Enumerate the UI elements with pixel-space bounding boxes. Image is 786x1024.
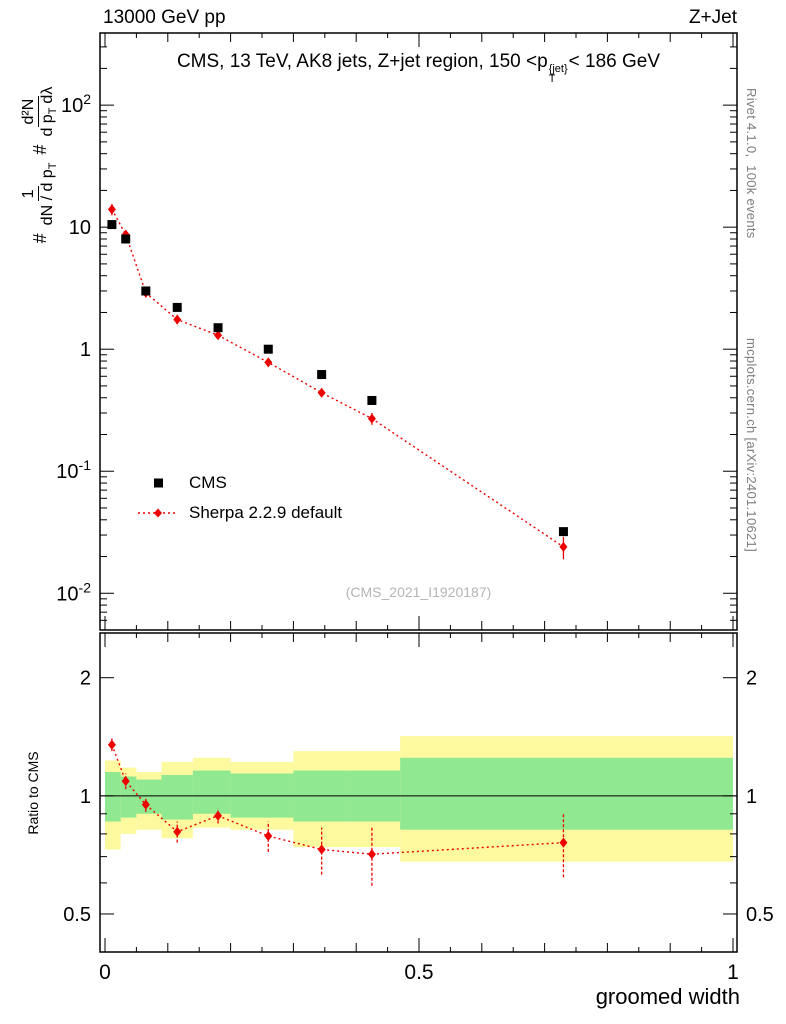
ratio-y-tick-label-right: 1 xyxy=(746,786,757,808)
legend-label-cms: CMS xyxy=(189,473,227,492)
rivet-version-note: Rivet 4.1.0, 100k events xyxy=(744,88,759,239)
cms-marker-icon xyxy=(154,478,163,488)
cms-data-point xyxy=(367,395,377,405)
sherpa-data-point xyxy=(264,357,273,368)
cms-data-point xyxy=(107,220,117,230)
sherpa-data-point xyxy=(173,314,182,325)
legend-item-sherpa: Sherpa 2.2.9 default xyxy=(136,498,342,528)
ratio-data-point xyxy=(141,799,150,810)
x-tick-label: 0.5 xyxy=(404,961,433,984)
ratio-data-point xyxy=(559,837,568,848)
ratio-band-green xyxy=(120,776,137,818)
pt-subscript: T xyxy=(548,73,556,85)
ratio-band-green xyxy=(105,772,121,822)
header-beam-energy: 13000 GeV pp xyxy=(103,7,226,28)
ratio-y-tick-label-right: 0.5 xyxy=(746,904,774,926)
ratio-data-point xyxy=(107,739,116,750)
ratio-data-point xyxy=(264,831,273,842)
plot-title-pre: CMS, 13 TeV, AK8 jets, Z+jet region, 150… xyxy=(176,51,548,72)
cms-data-point xyxy=(558,527,568,537)
pt-jet-notation: {jet} T xyxy=(548,63,568,85)
ratio-data-point xyxy=(214,810,223,821)
x-tick-label: 0 xyxy=(99,961,111,984)
cms-data-point xyxy=(121,234,131,244)
legend-label-sherpa: Sherpa 2.2.9 default xyxy=(189,503,343,522)
ylabel-frac1-denominator: dN / d pT xyxy=(39,162,60,226)
cms-data-point xyxy=(141,286,151,296)
ratio-data-point xyxy=(173,826,182,837)
ratio-panel-frame xyxy=(99,632,738,953)
mcplots-reference-note: mcplots.cern.ch [arXiv:2401.10621] xyxy=(744,338,759,552)
ylabel-fraction-1: 1 dN / d pT xyxy=(19,162,60,226)
ratio-y-tick-label: 1 xyxy=(80,786,91,808)
sherpa-data-point xyxy=(367,413,376,424)
ratio-band-green xyxy=(161,775,193,820)
sherpa-data-point xyxy=(214,330,223,341)
sherpa-marker-icon xyxy=(138,508,178,518)
ylabel-fraction-2: d²N d pTdλ xyxy=(19,86,60,137)
cms-data-point xyxy=(172,302,182,312)
cms-data-point xyxy=(213,323,223,333)
main-panel-frame xyxy=(99,32,738,631)
ratio-band-green xyxy=(136,779,162,814)
sherpa-data-point xyxy=(107,204,116,215)
sherpa-data-point xyxy=(317,387,326,398)
ratio-y-tick-label-right: 2 xyxy=(746,668,757,690)
sherpa-data-point xyxy=(559,541,568,552)
main-y-axis-label: # 1 dN / d pT # d²N d pTdλ xyxy=(8,35,72,295)
pt-superscript: {jet} xyxy=(548,63,568,75)
ratio-data-point xyxy=(317,844,326,855)
ylabel-frac2-numerator: d²N xyxy=(19,95,40,128)
x-tick-label: 1 xyxy=(727,961,739,984)
ratio-y-tick-label: 0.5 xyxy=(63,904,91,926)
ratio-y-axis-label: Ratio to CMS xyxy=(25,751,41,835)
main-y-tick-label: 10 xyxy=(69,217,91,239)
plot-title-post: < 186 GeV xyxy=(568,51,661,72)
legend-item-cms: CMS xyxy=(136,468,342,498)
analysis-watermark: (CMS_2021_I1920187) xyxy=(345,584,492,600)
ratio-data-point xyxy=(121,776,130,787)
ratio-y-tick-label: 2 xyxy=(80,668,91,690)
ylabel-frac2-denominator: d pTdλ xyxy=(39,86,60,137)
x-axis-label: groomed width xyxy=(595,984,740,1009)
cms-data-point xyxy=(263,344,273,354)
main-y-tick-label: 10-1 xyxy=(56,457,91,483)
ratio-band-green xyxy=(400,757,733,830)
ylabel-frac1-numerator: 1 xyxy=(19,186,40,202)
ylabel-hash-2: # xyxy=(29,144,50,155)
main-y-tick-label: 10-2 xyxy=(56,579,91,605)
ratio-band-green xyxy=(192,770,231,814)
ylabel-hash-1: # xyxy=(29,233,50,244)
cms-data-point xyxy=(317,370,327,380)
header-process: Z+Jet xyxy=(688,7,737,28)
plot-title: CMS, 13 TeV, AK8 jets, Z+jet region, 150… xyxy=(100,51,737,85)
main-y-tick-label: 1 xyxy=(80,339,91,361)
ratio-data-point xyxy=(367,849,376,860)
main-y-tick-label: 102 xyxy=(61,91,91,117)
legend: CMS Sherpa 2.2.9 default xyxy=(136,468,342,528)
